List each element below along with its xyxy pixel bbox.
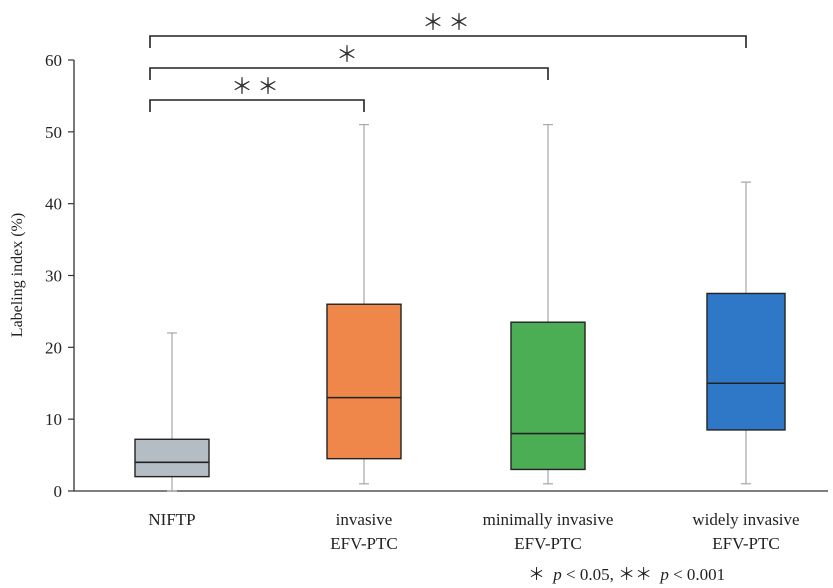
- box-1: [134, 332, 210, 492]
- footnote-star-1: ＊: [528, 565, 545, 584]
- y-tick-label: 30: [45, 267, 62, 286]
- x-category-label: NIFTP: [148, 510, 195, 529]
- box-iqr: [134, 438, 210, 478]
- footnote-text-2: < 0.001: [673, 565, 725, 584]
- y-tick-label: 40: [45, 195, 62, 214]
- x-category-label-line2: EFV-PTC: [712, 534, 779, 553]
- x-category-label-line2: EFV-PTC: [514, 534, 581, 553]
- boxes-layer: [134, 124, 786, 492]
- bracket-line: [149, 99, 365, 112]
- box-2: [326, 124, 402, 485]
- significance-bracket-2: ＊: [149, 42, 549, 80]
- box-iqr: [706, 292, 786, 431]
- y-tick-label: 20: [45, 338, 62, 357]
- box-iqr: [510, 321, 586, 471]
- footnote-text-1: < 0.05,: [566, 565, 618, 584]
- significance-label: ＊＊: [422, 10, 474, 35]
- box-3: [510, 124, 586, 485]
- footnote-star-2: ＊＊: [618, 565, 652, 584]
- x-category-label: invasive: [336, 510, 393, 529]
- y-axis-title: Labeling index (%): [9, 213, 26, 337]
- footnote-p-1: p: [552, 565, 562, 584]
- box-4: [706, 181, 786, 485]
- y-tick-label: 50: [45, 123, 62, 142]
- x-category-label: widely invasive: [692, 510, 799, 529]
- significance-bracket-3: ＊＊: [149, 10, 747, 48]
- x-category-label: minimally invasive: [483, 510, 614, 529]
- axes-layer: 0 10 20 30 40 50 60 NIFTP invasive EFV-PTC minimal…: [45, 51, 828, 553]
- x-category-label-line2: EFV-PTC: [330, 534, 397, 553]
- footnote: ＊ p < 0.05, ＊＊ p < 0.001: [528, 565, 725, 584]
- bracket-line: [149, 35, 747, 48]
- significance-layer: ＊＊＊＊＊: [149, 10, 747, 112]
- significance-bracket-1: ＊＊: [149, 74, 365, 112]
- y-tick-label: 10: [45, 410, 62, 429]
- box-iqr: [326, 303, 402, 460]
- bracket-line: [149, 67, 549, 80]
- significance-label: ＊＊: [231, 74, 283, 99]
- y-tick-label: 60: [45, 51, 62, 70]
- footnote-p-2: p: [659, 565, 669, 584]
- y-tick-label: 0: [54, 482, 63, 501]
- significance-label: ＊: [336, 42, 362, 67]
